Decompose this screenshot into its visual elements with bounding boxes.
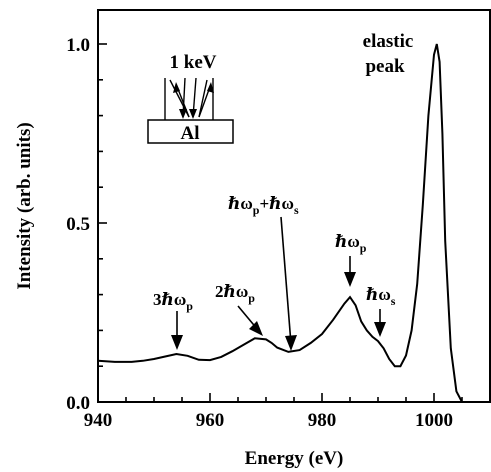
y-tick-label: 0.5: [66, 214, 90, 235]
arrowhead-hwp: [344, 272, 356, 287]
annotation-hws: ℏωs: [366, 285, 396, 308]
arrow-hwp-hws: [280, 216, 292, 345]
arrowhead-hws: [374, 322, 386, 337]
annotation-hwp-hws: ℏωp+ℏωs: [228, 194, 299, 217]
arrowhead-hwp-hws: [285, 335, 297, 351]
x-tick-label: 980: [308, 410, 337, 431]
inset-schematic: 1 keV Al: [147, 52, 234, 144]
inset-arrows: [164, 77, 214, 120]
x-tick-label: 940: [84, 410, 113, 431]
annotation-hwp: ℏωp: [335, 232, 367, 255]
inset-target-label: Al: [181, 123, 200, 144]
inset-arrowheads: [173, 82, 214, 119]
elastic-label: elastic: [363, 31, 414, 52]
arrowhead-2hwp: [249, 321, 263, 336]
annotation-2hwp: 2ℏωp: [215, 282, 255, 305]
x-tick-label: 960: [196, 410, 225, 431]
axis-ticks: [97, 43, 491, 403]
y-tick-label: 1.0: [66, 35, 90, 56]
annotation-3hwp: 3ℏωp: [153, 290, 193, 313]
annotations: elastic peak 3ℏωp 2ℏωp ℏωp+ℏωs ℏωp ℏωs: [153, 31, 413, 351]
series-line: [97, 43, 490, 403]
x-axis-label: Energy (eV): [245, 448, 344, 469]
x-tick-label: 1000: [415, 410, 453, 431]
tick-labels: 940 960 980 1000 0.0 0.5 1.0: [66, 35, 453, 431]
y-tick-label: 0.0: [66, 393, 90, 414]
inset-energy-label: 1 keV: [170, 52, 217, 73]
y-axis-label: Intensity (arb. units): [14, 122, 35, 289]
arrowhead-3hwp: [171, 335, 183, 350]
inset-target-box: [147, 119, 234, 144]
peak-label: peak: [365, 56, 405, 77]
